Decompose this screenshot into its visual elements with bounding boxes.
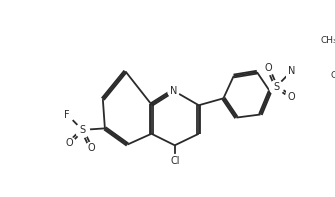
Text: S: S (79, 125, 85, 135)
Text: CH₃: CH₃ (331, 72, 335, 81)
Text: N: N (287, 66, 295, 76)
Text: Cl: Cl (170, 156, 180, 166)
Text: N: N (170, 86, 177, 96)
Text: O: O (287, 92, 295, 102)
Text: F: F (64, 110, 70, 120)
Text: S: S (273, 82, 279, 92)
Text: O: O (65, 138, 73, 148)
Text: CH₃: CH₃ (321, 36, 335, 45)
Text: O: O (87, 143, 95, 153)
Text: O: O (264, 62, 272, 72)
